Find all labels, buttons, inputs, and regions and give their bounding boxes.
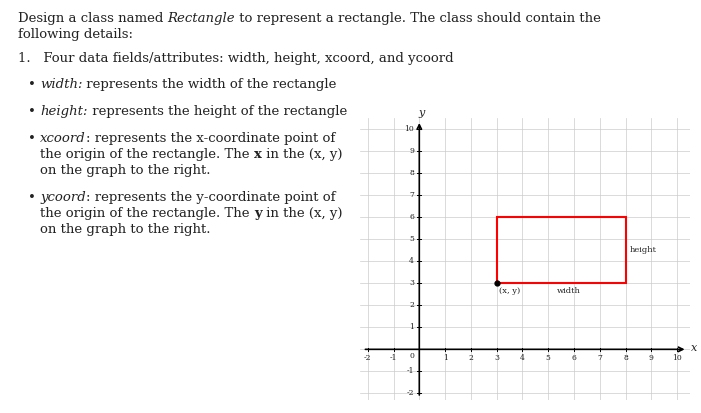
Text: •: • xyxy=(28,191,36,204)
Text: represents the height of the rectangle: represents the height of the rectangle xyxy=(88,105,347,118)
Text: 9: 9 xyxy=(649,354,654,362)
Text: 1: 1 xyxy=(409,323,414,331)
Text: 0: 0 xyxy=(409,351,414,360)
Text: height:: height: xyxy=(40,105,88,118)
Text: y: y xyxy=(254,207,261,220)
Text: height: height xyxy=(629,246,656,254)
Text: -2: -2 xyxy=(407,389,414,397)
Text: xcoord: xcoord xyxy=(40,132,86,145)
Text: 5: 5 xyxy=(409,235,414,243)
Text: ycoord: ycoord xyxy=(40,191,86,204)
Text: 10: 10 xyxy=(404,125,414,133)
Text: Rectangle: Rectangle xyxy=(168,12,236,25)
Text: in the (x, y): in the (x, y) xyxy=(261,148,342,161)
Text: : represents the y-coordinate point of: : represents the y-coordinate point of xyxy=(86,191,335,204)
Text: following details:: following details: xyxy=(18,28,133,41)
Text: x: x xyxy=(254,148,261,161)
Text: 10: 10 xyxy=(672,354,682,362)
Text: width: width xyxy=(557,287,580,295)
Text: on the graph to the right.: on the graph to the right. xyxy=(40,223,210,236)
Text: 6: 6 xyxy=(409,213,414,221)
Text: •: • xyxy=(28,105,36,118)
Text: Design a class named: Design a class named xyxy=(18,12,168,25)
Text: the origin of the rectangle. The: the origin of the rectangle. The xyxy=(40,207,254,220)
Text: •: • xyxy=(28,132,36,145)
Text: 2: 2 xyxy=(409,301,414,309)
Text: 4: 4 xyxy=(520,354,525,362)
Text: on the graph to the right.: on the graph to the right. xyxy=(40,164,210,177)
Text: y: y xyxy=(418,108,425,118)
Text: -1: -1 xyxy=(390,354,397,362)
Text: 8: 8 xyxy=(409,169,414,177)
Text: 3: 3 xyxy=(409,279,414,287)
Text: 6: 6 xyxy=(571,354,576,362)
Text: 2: 2 xyxy=(468,354,473,362)
Text: : represents the x-coordinate point of: : represents the x-coordinate point of xyxy=(86,132,335,145)
Text: 4: 4 xyxy=(409,257,414,265)
Text: x: x xyxy=(691,343,697,353)
Text: represents the width of the rectangle: represents the width of the rectangle xyxy=(83,78,337,90)
Text: 1.   Four data fields/attributes: width, height, xcoord, and ycoord: 1. Four data fields/attributes: width, h… xyxy=(18,52,454,65)
Text: -1: -1 xyxy=(407,367,414,375)
Text: 9: 9 xyxy=(409,147,414,155)
Text: (x, y): (x, y) xyxy=(499,287,520,295)
Bar xyxy=(496,217,625,283)
Text: width:: width: xyxy=(40,78,83,90)
Text: •: • xyxy=(28,78,36,90)
Text: the origin of the rectangle. The: the origin of the rectangle. The xyxy=(40,148,254,161)
Text: 7: 7 xyxy=(597,354,602,362)
Text: 1: 1 xyxy=(442,354,447,362)
Text: in the (x, y): in the (x, y) xyxy=(261,207,342,220)
Text: 3: 3 xyxy=(494,354,499,362)
Text: 8: 8 xyxy=(623,354,628,362)
Text: 5: 5 xyxy=(546,354,551,362)
Text: to represent a rectangle. The class should contain the: to represent a rectangle. The class shou… xyxy=(236,12,601,25)
Text: -2: -2 xyxy=(364,354,372,362)
Text: 7: 7 xyxy=(409,191,414,199)
